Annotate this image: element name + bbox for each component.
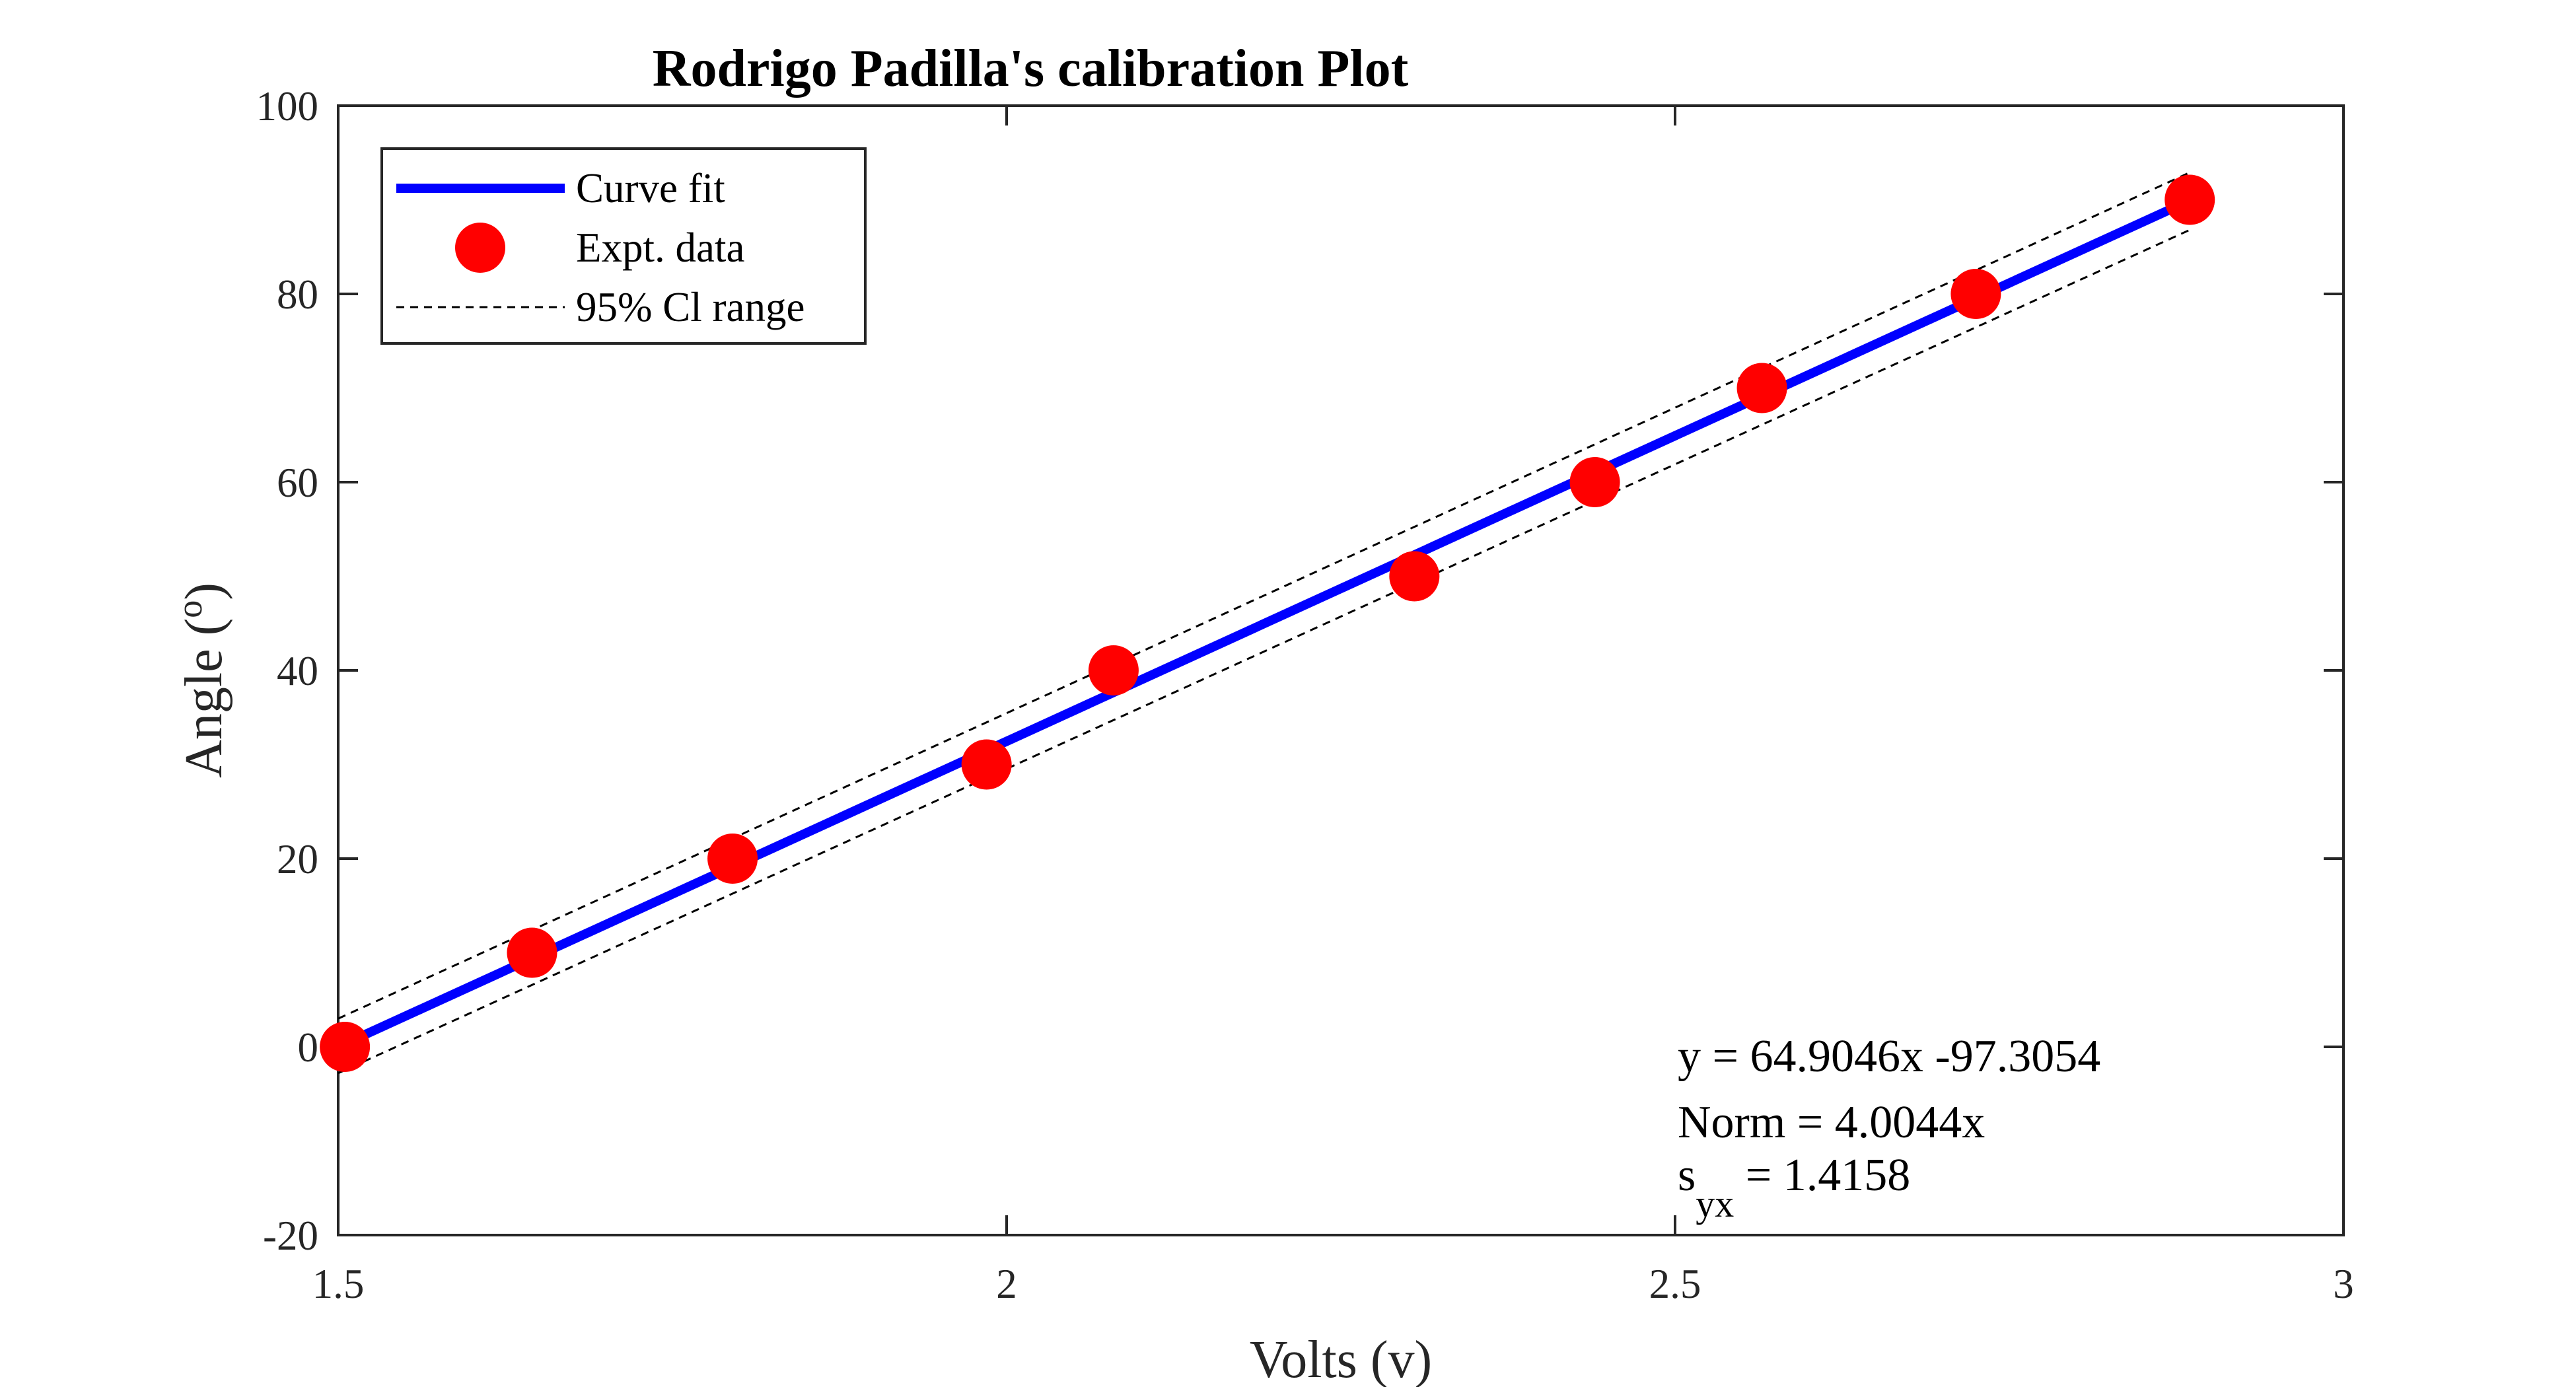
y-tick-label: 80 bbox=[277, 271, 318, 318]
expt-data-point bbox=[961, 739, 1012, 790]
legend: Curve fit Expt. data 95% Cl range bbox=[380, 147, 867, 345]
chart-title: Rodrigo Padilla's calibration Plot bbox=[653, 40, 1409, 98]
expt-data-point bbox=[320, 1022, 371, 1072]
expt-data-point bbox=[1569, 457, 1620, 507]
annotation-equation: y = 64.9046x -97.3054 bbox=[1678, 1031, 2100, 1082]
y-tick-label: -20 bbox=[263, 1213, 318, 1259]
annotation-syx-base: s bbox=[1678, 1150, 1696, 1201]
annotation-syx-subscript: yx bbox=[1696, 1182, 1734, 1225]
expt-data-point bbox=[1389, 551, 1440, 602]
y-axis-label-superscript: o bbox=[170, 600, 209, 618]
expt-data-point bbox=[1088, 645, 1139, 695]
y-tick-label: 0 bbox=[298, 1024, 319, 1071]
expt-data-point bbox=[707, 834, 758, 884]
x-tick-label: 2.5 bbox=[1649, 1261, 1701, 1307]
x-tick-label: 2 bbox=[996, 1261, 1017, 1307]
legend-ci-range-label: 95% Cl range bbox=[576, 284, 805, 330]
legend-expt-data-swatch bbox=[455, 223, 505, 273]
x-tick-label: 1.5 bbox=[312, 1261, 365, 1307]
y-tick-label: 40 bbox=[277, 648, 318, 694]
plot-area: 1.5 2 2.5 3 -20 0 20 40 60 80 100 bbox=[256, 83, 2354, 1307]
expt-data-point bbox=[2165, 174, 2215, 225]
fit-annotations: y = 64.9046x -97.3054 Norm = 4.0044x syx… bbox=[1678, 1031, 2100, 1225]
x-tick-label: 3 bbox=[2333, 1261, 2354, 1307]
y-axis-label-main: Angle ( bbox=[175, 618, 233, 778]
curve-fit-line bbox=[336, 199, 2186, 1051]
y-tick-label: 100 bbox=[256, 83, 319, 129]
expt-data-point bbox=[507, 927, 557, 978]
ci-lower-line bbox=[338, 229, 2190, 1075]
annotation-syx: syx = 1.4158 bbox=[1678, 1150, 1910, 1225]
y-axis-label-end: ) bbox=[175, 583, 233, 600]
expt-data-point bbox=[1950, 269, 2001, 319]
y-tick-label: 60 bbox=[277, 460, 318, 506]
y-axis-label: Angle (o) bbox=[170, 583, 233, 778]
legend-expt-data-label: Expt. data bbox=[576, 225, 744, 271]
legend-curve-fit-label: Curve fit bbox=[576, 165, 725, 211]
annotation-syx-value: = 1.4158 bbox=[1734, 1150, 1910, 1201]
y-tick-label: 20 bbox=[277, 836, 318, 882]
expt-data-point bbox=[1736, 363, 1787, 413]
ci-upper-line bbox=[338, 171, 2190, 1020]
x-axis-label: Volts (v) bbox=[1250, 1331, 1432, 1387]
annotation-norm: Norm = 4.0044x bbox=[1678, 1097, 1985, 1148]
